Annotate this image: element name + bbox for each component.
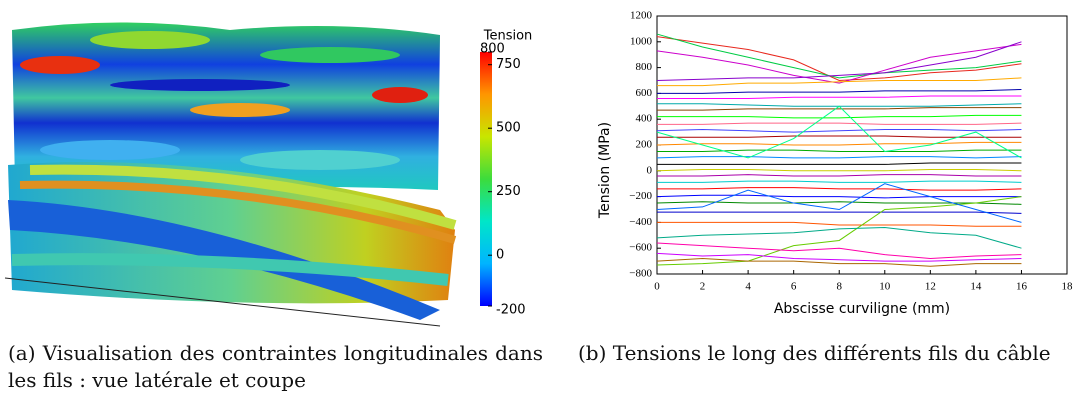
data-line bbox=[656, 36, 1022, 82]
data-line bbox=[656, 183, 1022, 223]
data-line bbox=[656, 169, 1022, 172]
data-line bbox=[657, 95, 1022, 100]
data-line bbox=[657, 135, 1022, 138]
y-tick-label: 1000 bbox=[630, 35, 653, 47]
figure-panels: Tension Tension (MPa) Abscisse curvilign… bbox=[4, 10, 1074, 327]
data-line bbox=[657, 122, 1022, 125]
data-line bbox=[656, 194, 1022, 199]
data-line bbox=[657, 77, 1022, 87]
data-line bbox=[657, 149, 1022, 152]
colorbar-tick-label: 750 bbox=[496, 57, 521, 72]
data-line bbox=[656, 201, 1022, 205]
x-tick-label: 16 bbox=[1016, 281, 1028, 293]
colorbar-tick-label: 800 bbox=[480, 42, 505, 57]
x-axis-label: Abscisse curviligne (mm) bbox=[774, 301, 950, 317]
colorbar-tick-label: 250 bbox=[496, 184, 521, 199]
data-line bbox=[656, 242, 1022, 260]
caption-a: (a) Visualisation des contraintes longit… bbox=[8, 340, 543, 394]
x-tick-label: 18 bbox=[1062, 281, 1074, 293]
data-line bbox=[657, 89, 1022, 94]
x-tick-label: 2 bbox=[700, 281, 706, 293]
x-tick-label: 0 bbox=[654, 281, 660, 293]
data-line bbox=[657, 174, 1022, 177]
data-line bbox=[656, 258, 1022, 267]
x-tick-label: 12 bbox=[925, 281, 936, 293]
data-line bbox=[657, 180, 1022, 183]
y-tick-label: −600 bbox=[629, 242, 652, 254]
data-line bbox=[657, 114, 1022, 119]
data-line bbox=[656, 156, 1022, 159]
caption-text: Tensions le long des différents fils du … bbox=[612, 341, 1051, 365]
data-line bbox=[656, 43, 1022, 84]
x-tick-label: 8 bbox=[836, 281, 842, 293]
render-3d bbox=[4, 22, 457, 327]
colorbar-tick-label: 0 bbox=[496, 248, 504, 263]
y-tick-label: −200 bbox=[629, 190, 652, 202]
data-line bbox=[656, 227, 1022, 249]
y-tick-label: 600 bbox=[636, 87, 653, 99]
y-axis-label: Tension (MPa) bbox=[597, 122, 613, 219]
data-line bbox=[656, 33, 1022, 79]
y-tick-label: 200 bbox=[636, 139, 653, 151]
y-tick-label: 400 bbox=[636, 113, 653, 125]
colorbar-title: Tension bbox=[483, 29, 533, 44]
data-line bbox=[656, 105, 1022, 159]
data-line bbox=[656, 129, 1022, 133]
x-tick-label: 14 bbox=[970, 281, 982, 293]
data-line bbox=[657, 107, 1022, 111]
x-tick-label: 6 bbox=[791, 281, 797, 293]
data-line bbox=[656, 196, 1022, 266]
data-line bbox=[657, 162, 1022, 165]
data-line bbox=[656, 141, 1022, 146]
y-tick-label: 1200 bbox=[630, 10, 653, 22]
data-line bbox=[656, 252, 1022, 262]
colorbar-tick-label: -200 bbox=[496, 303, 526, 318]
data-line bbox=[656, 41, 1022, 81]
data-line bbox=[657, 221, 1022, 227]
colorbar-tick-label: 500 bbox=[496, 121, 521, 136]
y-tick-label: 800 bbox=[636, 61, 653, 73]
caption-label: (b) bbox=[578, 341, 607, 365]
caption-text: Visualisation des contraintes longitudin… bbox=[8, 341, 544, 392]
x-tick-label: 10 bbox=[879, 281, 891, 293]
y-tick-label: −800 bbox=[629, 268, 652, 280]
caption-b: (b) Tensions le long des différents fils… bbox=[578, 340, 1051, 367]
x-tick-label: 4 bbox=[745, 281, 751, 293]
y-tick-label: −400 bbox=[629, 216, 652, 228]
colorbar bbox=[480, 52, 492, 306]
data-line bbox=[657, 211, 1022, 214]
data-line bbox=[657, 187, 1022, 191]
y-tick-label: 0 bbox=[647, 164, 653, 176]
caption-label: (a) bbox=[8, 341, 36, 365]
